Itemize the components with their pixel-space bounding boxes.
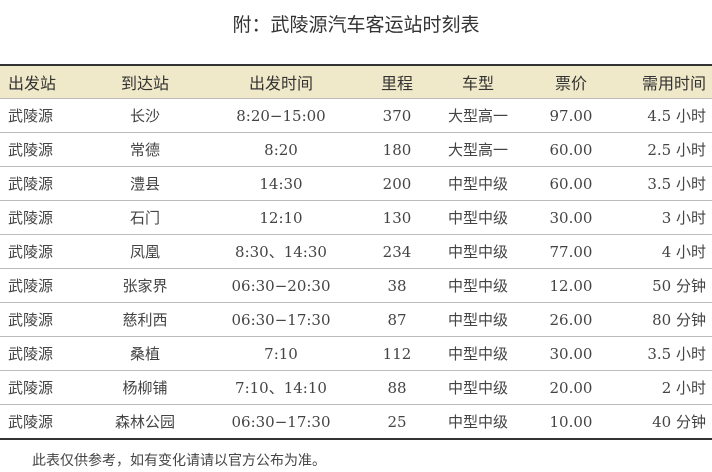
- cell-duration: 40 分钟: [610, 404, 712, 440]
- cell-duration: 80 分钟: [610, 302, 712, 337]
- cell-distance: 25: [370, 404, 424, 440]
- cell-fare: 20.00: [532, 370, 610, 405]
- cell-arrival-station: 澧县: [98, 166, 192, 201]
- cell-distance: 38: [370, 268, 424, 303]
- page-title: 附：武陵源汽车客运站时刻表: [232, 14, 480, 36]
- cell-distance: 87: [370, 302, 424, 337]
- header-departure-station: 出发站: [8, 74, 57, 93]
- cell-departure-station: 武陵源: [0, 166, 98, 201]
- cell-arrival-station: 慈利西: [98, 302, 192, 337]
- cell-distance: 200: [370, 166, 424, 201]
- cell-departure-time: 14:30: [192, 166, 370, 201]
- table-row: 武陵源 长沙 8:20−15:00 370 大型高一 97.00 4.5 小时: [0, 98, 712, 133]
- cell-vehicle-type: 中型中级: [424, 336, 532, 371]
- cell-arrival-station: 张家界: [98, 268, 192, 303]
- table-row: 武陵源 石门 12:10 130 中型中级 30.00 3 小时: [0, 200, 712, 235]
- cell-distance: 180: [370, 132, 424, 167]
- cell-vehicle-type: 中型中级: [424, 166, 532, 201]
- table-row: 武陵源 桑植 7:10 112 中型中级 30.00 3.5 小时: [0, 336, 712, 371]
- cell-departure-time: 06:30−17:30: [192, 302, 370, 337]
- table-row: 武陵源 森林公园 06:30−17:30 25 中型中级 10.00 40 分钟: [0, 404, 712, 440]
- cell-departure-time: 06:30−20:30: [192, 268, 370, 303]
- cell-departure-time: 8:20−15:00: [192, 98, 370, 133]
- cell-arrival-station: 杨柳铺: [98, 370, 192, 405]
- cell-duration: 4.5 小时: [610, 98, 712, 133]
- header-vehicle-type: 车型: [461, 74, 494, 93]
- cell-fare: 77.00: [532, 234, 610, 269]
- cell-vehicle-type: 中型中级: [424, 268, 532, 303]
- header-departure-time: 出发时间: [248, 74, 313, 93]
- cell-vehicle-type: 中型中级: [424, 302, 532, 337]
- cell-arrival-station: 常德: [98, 132, 192, 167]
- cell-departure-station: 武陵源: [0, 404, 98, 440]
- cell-arrival-station: 石门: [98, 200, 192, 235]
- cell-departure-time: 8:30、14:30: [192, 234, 370, 269]
- cell-vehicle-type: 大型高一: [424, 132, 532, 167]
- cell-departure-station: 武陵源: [0, 200, 98, 235]
- cell-distance: 112: [370, 336, 424, 371]
- cell-vehicle-type: 中型中级: [424, 370, 532, 405]
- cell-departure-station: 武陵源: [0, 370, 98, 405]
- cell-arrival-station: 凤凰: [98, 234, 192, 269]
- cell-departure-station: 武陵源: [0, 302, 98, 337]
- cell-arrival-station: 森林公园: [98, 404, 192, 440]
- table-row: 武陵源 凤凰 8:30、14:30 234 中型中级 77.00 4 小时: [0, 234, 712, 269]
- cell-distance: 234: [370, 234, 424, 269]
- cell-duration: 50 分钟: [610, 268, 712, 303]
- cell-vehicle-type: 大型高一: [424, 98, 532, 133]
- header-arrival-station: 到达站: [120, 74, 169, 93]
- cell-duration: 2 小时: [610, 370, 712, 405]
- table-row: 武陵源 杨柳铺 7:10、14:10 88 中型中级 20.00 2 小时: [0, 370, 712, 405]
- cell-departure-time: 12:10: [192, 200, 370, 235]
- header-duration: 需用时间: [641, 74, 706, 93]
- cell-fare: 30.00: [532, 336, 610, 371]
- cell-vehicle-type: 中型中级: [424, 234, 532, 269]
- cell-departure-station: 武陵源: [0, 132, 98, 167]
- cell-arrival-station: 桑植: [98, 336, 192, 371]
- cell-departure-station: 武陵源: [0, 268, 98, 303]
- header-distance: 里程: [380, 74, 413, 93]
- cell-departure-time: 7:10: [192, 336, 370, 371]
- schedule-table: 出发站 到达站 出发时间 里程 车型 票价 需用时间 武陵源 长沙 8:20−15:…: [0, 64, 712, 440]
- cell-duration: 3.5 小时: [610, 336, 712, 371]
- cell-fare: 10.00: [532, 404, 610, 440]
- cell-distance: 370: [370, 98, 424, 133]
- header-fare: 票价: [554, 74, 587, 93]
- cell-vehicle-type: 中型中级: [424, 200, 532, 235]
- cell-duration: 3 小时: [610, 200, 712, 235]
- table-row: 武陵源 张家界 06:30−20:30 38 中型中级 12.00 50 分钟: [0, 268, 712, 303]
- cell-fare: 30.00: [532, 200, 610, 235]
- table-header-row: 出发站 到达站 出发时间 里程 车型 票价 需用时间: [0, 65, 712, 99]
- cell-duration: 4 小时: [610, 234, 712, 269]
- cell-distance: 88: [370, 370, 424, 405]
- cell-fare: 26.00: [532, 302, 610, 337]
- cell-arrival-station: 长沙: [98, 98, 192, 133]
- cell-fare: 97.00: [532, 98, 610, 133]
- cell-departure-station: 武陵源: [0, 98, 98, 133]
- cell-departure-station: 武陵源: [0, 234, 98, 269]
- cell-fare: 12.00: [532, 268, 610, 303]
- cell-fare: 60.00: [532, 166, 610, 201]
- table-row: 武陵源 常德 8:20 180 大型高一 60.00 2.5 小时: [0, 132, 712, 167]
- cell-distance: 130: [370, 200, 424, 235]
- cell-fare: 60.00: [532, 132, 610, 167]
- table-row: 武陵源 澧县 14:30 200 中型中级 60.00 3.5 小时: [0, 166, 712, 201]
- footnote: 此表仅供参考，如有变化请请以官方公布为准。: [32, 453, 326, 469]
- cell-departure-station: 武陵源: [0, 336, 98, 371]
- cell-vehicle-type: 中型中级: [424, 404, 532, 440]
- cell-duration: 2.5 小时: [610, 132, 712, 167]
- cell-departure-time: 7:10、14:10: [192, 370, 370, 405]
- cell-departure-time: 8:20: [192, 132, 370, 167]
- cell-duration: 3.5 小时: [610, 166, 712, 201]
- cell-departure-time: 06:30−17:30: [192, 404, 370, 440]
- table-row: 武陵源 慈利西 06:30−17:30 87 中型中级 26.00 80 分钟: [0, 302, 712, 337]
